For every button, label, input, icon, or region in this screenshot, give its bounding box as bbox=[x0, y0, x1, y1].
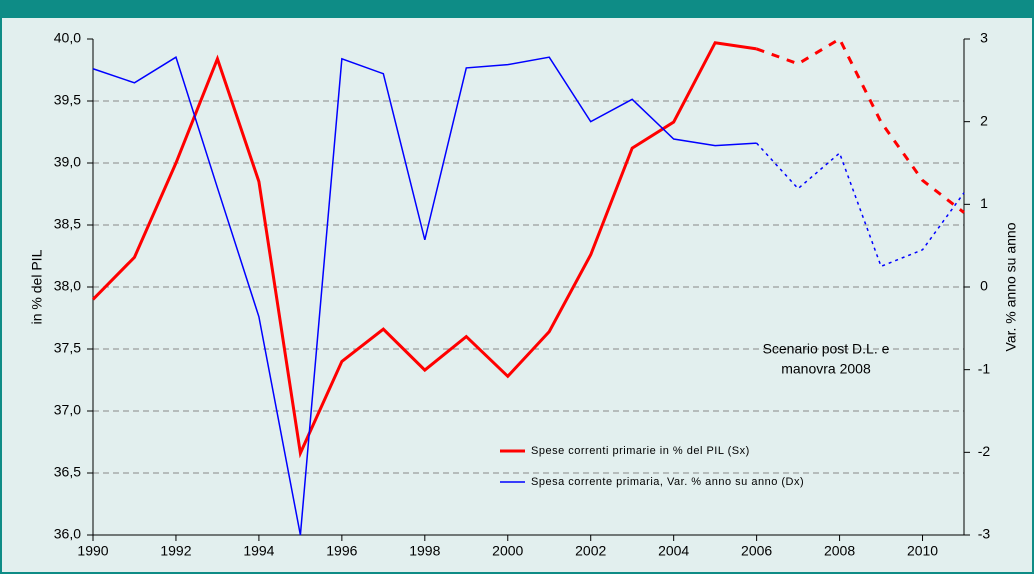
y2-axis-label: Var. % anno su anno bbox=[1003, 222, 1019, 351]
x-tick-label: 2006 bbox=[741, 543, 772, 559]
series-line bbox=[91, 41, 757, 459]
y-axis-label: in % del PIL bbox=[29, 249, 45, 324]
x-tick-label: 1996 bbox=[326, 543, 357, 559]
x-tick-label: 1990 bbox=[77, 543, 108, 559]
y-tick-label: 37,0 bbox=[54, 402, 81, 418]
x-tick-label: 2004 bbox=[658, 543, 689, 559]
y-tick-label: 40,0 bbox=[54, 30, 81, 46]
y-tick-label: 37,5 bbox=[54, 340, 81, 356]
y-tick-label: 36,5 bbox=[54, 464, 81, 480]
x-tick-label: 2008 bbox=[824, 543, 855, 559]
projection-line bbox=[756, 142, 965, 268]
y2-tick-label: 0 bbox=[980, 278, 988, 294]
y2-tick-label: -3 bbox=[978, 526, 991, 542]
legend-label: Spesa corrente primaria, Var. % anno su … bbox=[531, 476, 804, 488]
annotation: manovra 2008 bbox=[781, 361, 871, 377]
y-tick-label: 39,5 bbox=[54, 92, 81, 108]
x-tick-label: 2002 bbox=[575, 543, 606, 559]
x-tick-label: 1998 bbox=[409, 543, 440, 559]
x-tick-label: 1994 bbox=[243, 543, 274, 559]
chart: in % del PIL Var. % anno su anno 36,0 36,… bbox=[29, 30, 1019, 559]
y2-tick-label: 1 bbox=[980, 195, 988, 211]
x-tick-label: 1992 bbox=[160, 543, 191, 559]
x-tick-label: 2000 bbox=[492, 543, 523, 559]
y-tick-label: 38,5 bbox=[54, 216, 81, 232]
y-tick-label: 38,0 bbox=[54, 278, 81, 294]
y2-tick-label: 3 bbox=[980, 30, 988, 46]
projection-line bbox=[756, 36, 965, 214]
y2-tick-label: 2 bbox=[980, 112, 988, 128]
y-tick-label: 36,0 bbox=[54, 526, 81, 542]
legend-label: Spese correnti primarie in % del PIL (Sx… bbox=[531, 445, 750, 457]
series-line bbox=[92, 56, 757, 536]
y-tick-label: 39,0 bbox=[54, 154, 81, 170]
x-tick-label: 2010 bbox=[907, 543, 938, 559]
y2-tick-label: -1 bbox=[978, 360, 991, 376]
y2-tick-label: -2 bbox=[978, 443, 991, 459]
annotation: Scenario post D.L. e bbox=[763, 341, 890, 357]
